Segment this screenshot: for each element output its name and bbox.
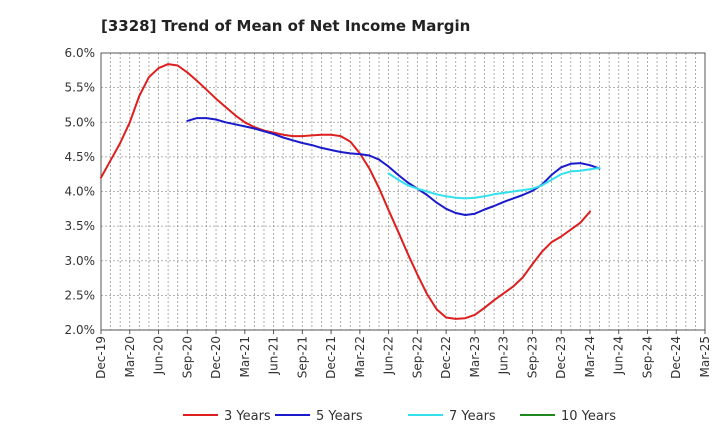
y-tick-label: 6.0% [65, 46, 96, 60]
legend-label-5-years: 5 Years [316, 409, 363, 424]
x-tick-label: Sep-24 [640, 336, 654, 378]
y-tick-label: 5.0% [65, 115, 96, 129]
y-tick-label: 2.5% [65, 288, 96, 302]
series-lines [100, 63, 601, 320]
x-tick-label: Jun-20 [152, 336, 166, 375]
x-tick-label: Mar-24 [583, 336, 597, 377]
plot-area [100, 52, 706, 331]
x-tick-label: Dec-20 [209, 336, 223, 379]
y-tick-label: 4.5% [65, 150, 96, 164]
y-tick-label: 4.0% [65, 185, 96, 199]
x-tick-label: Sep-20 [180, 336, 194, 378]
x-tick-label: Mar-23 [468, 336, 482, 377]
legend-label-7-years: 7 Years [449, 409, 496, 424]
series-line-3-years [100, 63, 591, 320]
x-tick-label: Sep-23 [525, 336, 539, 378]
y-tick-label: 3.0% [65, 254, 96, 268]
x-tick-label: Dec-23 [554, 336, 568, 379]
y-tick-label: 5.5% [65, 81, 96, 95]
y-axis: 6.0% 5.5% 5.0% 4.5% 4.0% 3.5% 3.0% 2.5% 2.0% [65, 46, 96, 337]
x-tick-label: Dec-21 [324, 336, 338, 379]
x-tick-label: Jun-21 [267, 336, 281, 375]
x-tick-label: Mar-21 [238, 336, 252, 377]
x-tick-label: Mar-22 [353, 336, 367, 377]
x-tick-label: Mar-20 [123, 336, 137, 377]
x-tick-label: Dec-19 [94, 336, 108, 379]
x-tick-label: Sep-22 [410, 336, 424, 378]
y-tick-label: 2.0% [65, 323, 96, 337]
chart-title: [3328] Trend of Mean of Net Income Margi… [101, 17, 470, 35]
series-line-7-years [387, 167, 601, 200]
x-tick-label: Jun-22 [382, 336, 396, 375]
x-tick-label: Sep-21 [295, 336, 309, 378]
x-axis: Dec-19 Mar-20 Jun-20 Sep-20 Dec-20 Mar-21 Jun-… [94, 330, 712, 379]
legend: 3 Years 5 Years 7 Years 10 Years [183, 409, 616, 424]
x-tick-label: Mar-25 [698, 336, 712, 377]
legend-label-10-years: 10 Years [561, 409, 616, 424]
x-tick-label: Jun-24 [612, 336, 626, 375]
legend-label-3-years: 3 Years [224, 409, 271, 424]
y-tick-label: 3.5% [65, 219, 96, 233]
x-tick-label: Dec-24 [669, 336, 683, 379]
series-line-5-years [186, 117, 601, 216]
x-tick-label: Dec-22 [439, 336, 453, 379]
x-tick-label: Jun-23 [497, 336, 511, 375]
plot-border [100, 52, 706, 331]
